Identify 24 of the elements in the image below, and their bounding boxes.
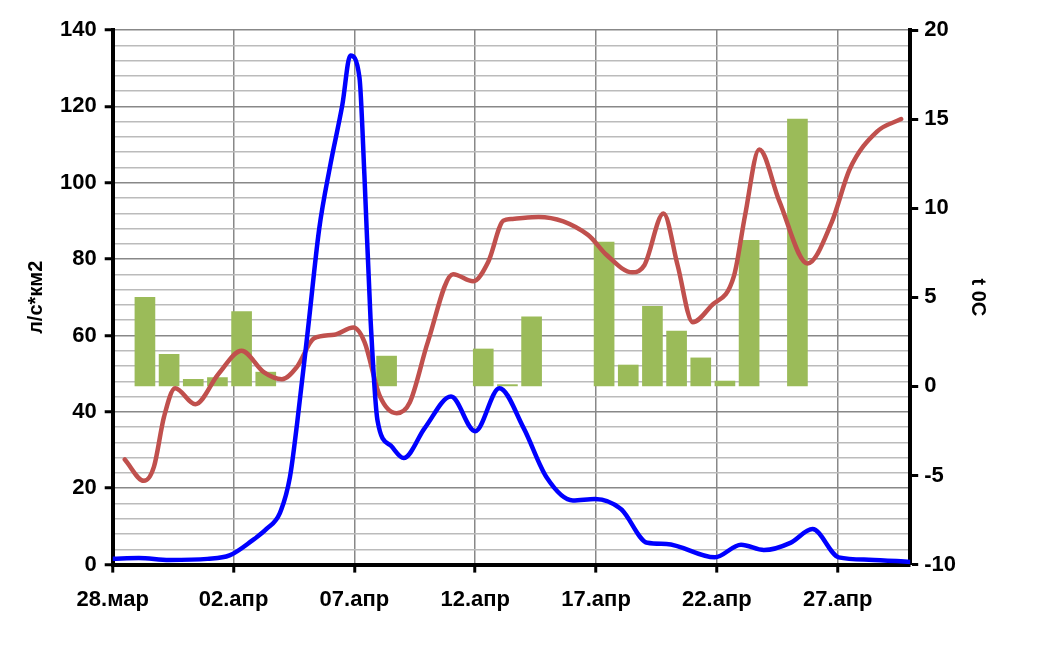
y2-tick-label: -10 xyxy=(924,550,956,576)
y-tick-label: 100 xyxy=(59,168,97,194)
y-tick-label: 80 xyxy=(72,245,97,271)
y2-tick-label: 5 xyxy=(924,283,937,309)
y-tick-label: 20 xyxy=(72,474,97,500)
y2-axis-title: t 0C xyxy=(968,278,991,317)
y2-tick-label: 15 xyxy=(924,105,949,131)
y2-tick-label: 20 xyxy=(924,16,949,42)
x-tick-label: 27.апр xyxy=(802,585,873,611)
y2-tick-label: 0 xyxy=(924,372,937,398)
y2-tick-label: 10 xyxy=(924,194,949,220)
y-tick-label: 40 xyxy=(72,397,97,423)
y-tick-label: 140 xyxy=(59,16,97,42)
y-axis-title: л/с*км2 xyxy=(23,260,46,334)
y-tick-label: 0 xyxy=(84,550,97,576)
y-tick-label: 60 xyxy=(72,321,97,347)
x-tick-label: 07.апр xyxy=(319,585,390,611)
x-tick-label: 22.апр xyxy=(682,585,752,611)
x-tick-label: 12.апр xyxy=(440,585,510,611)
x-tick-label: 17.апр xyxy=(561,585,631,611)
x-tick-label: 28.мар xyxy=(76,585,149,611)
x-tick-label: 02.апр xyxy=(198,585,269,611)
y-tick-label: 120 xyxy=(59,92,97,118)
y2-tick-label: -5 xyxy=(924,461,944,487)
